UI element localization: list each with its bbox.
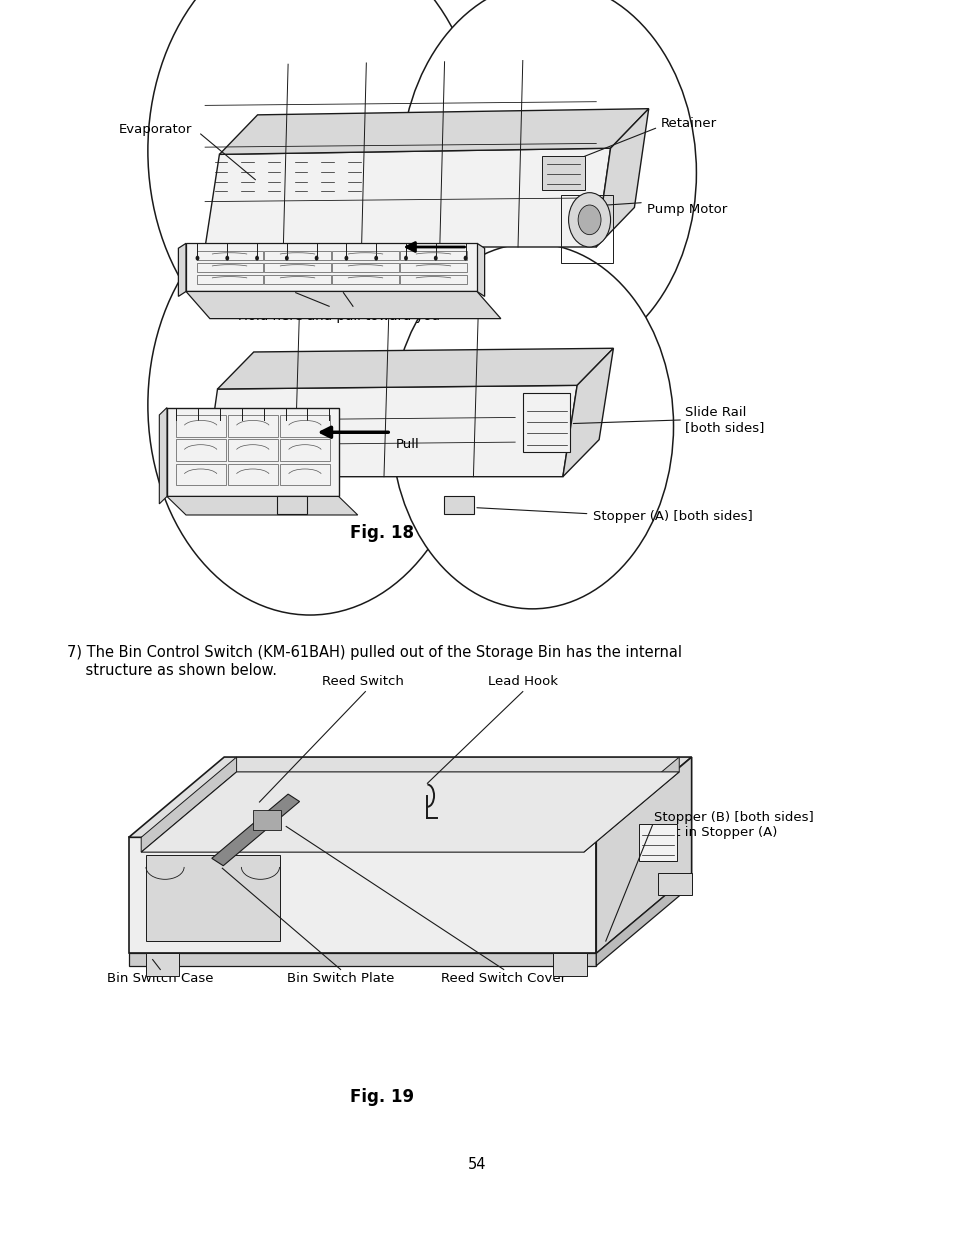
Bar — [279, 440, 330, 461]
Circle shape — [285, 256, 289, 261]
Polygon shape — [553, 953, 586, 976]
Polygon shape — [129, 837, 596, 953]
Circle shape — [148, 0, 481, 367]
Polygon shape — [658, 873, 691, 895]
Text: Slide Rail
[both sides]: Slide Rail [both sides] — [684, 406, 763, 433]
Bar — [264, 251, 330, 261]
Circle shape — [568, 193, 610, 247]
Circle shape — [344, 256, 348, 261]
Polygon shape — [276, 496, 307, 514]
Circle shape — [400, 0, 696, 364]
Bar — [196, 274, 262, 284]
Polygon shape — [159, 408, 167, 504]
Polygon shape — [219, 109, 648, 154]
Bar — [333, 263, 398, 272]
Text: Reed Switch: Reed Switch — [321, 674, 403, 688]
Bar — [228, 463, 277, 485]
Text: Pull: Pull — [395, 438, 419, 452]
Text: Pump Motor: Pump Motor — [646, 204, 726, 216]
Bar — [264, 263, 330, 272]
Polygon shape — [596, 873, 691, 966]
Text: Hold here and pull toward you: Hold here and pull toward you — [237, 310, 439, 324]
Bar — [541, 156, 584, 190]
Circle shape — [374, 256, 377, 261]
Circle shape — [314, 256, 318, 261]
Text: Reed Switch Cover: Reed Switch Cover — [440, 972, 566, 986]
Polygon shape — [596, 757, 691, 953]
Bar — [196, 263, 262, 272]
Polygon shape — [178, 243, 186, 296]
Bar — [639, 824, 677, 861]
Polygon shape — [596, 109, 648, 247]
Polygon shape — [129, 757, 691, 837]
Text: structure as shown below.: structure as shown below. — [67, 663, 276, 678]
Text: Fig. 18: Fig. 18 — [349, 524, 414, 542]
Bar — [253, 810, 281, 830]
Polygon shape — [583, 757, 679, 852]
Text: 54: 54 — [467, 1157, 486, 1172]
Polygon shape — [167, 496, 357, 515]
Polygon shape — [129, 953, 596, 966]
Bar — [175, 463, 226, 485]
Bar — [196, 251, 262, 261]
Polygon shape — [217, 348, 613, 389]
Polygon shape — [476, 243, 484, 296]
Bar — [175, 440, 226, 461]
Text: Bin Switch Plate: Bin Switch Plate — [287, 972, 394, 986]
Polygon shape — [205, 385, 577, 477]
Polygon shape — [167, 408, 338, 496]
Text: Lead Hook: Lead Hook — [487, 674, 558, 688]
Circle shape — [148, 195, 472, 615]
Bar — [279, 463, 330, 485]
Bar — [333, 274, 398, 284]
Polygon shape — [205, 148, 610, 247]
Bar — [400, 274, 466, 284]
Polygon shape — [443, 496, 474, 514]
Bar — [560, 195, 613, 263]
Text: 7) The Bin Control Switch (KM-61BAH) pulled out of the Storage Bin has the inter: 7) The Bin Control Switch (KM-61BAH) pul… — [67, 645, 681, 659]
Circle shape — [391, 243, 673, 609]
Polygon shape — [212, 794, 299, 866]
Polygon shape — [186, 291, 500, 319]
Bar — [228, 440, 277, 461]
Text: Retainer: Retainer — [660, 117, 717, 130]
Text: Stopper (B) [both sides]
* Fit in Stopper (A): Stopper (B) [both sides] * Fit in Stoppe… — [654, 811, 813, 839]
Bar — [279, 415, 330, 437]
Bar — [400, 263, 466, 272]
Text: Evaporator: Evaporator — [119, 124, 193, 136]
Text: Bin Switch Case: Bin Switch Case — [107, 972, 213, 986]
Circle shape — [225, 256, 229, 261]
Circle shape — [463, 256, 467, 261]
Bar — [333, 251, 398, 261]
Circle shape — [404, 256, 408, 261]
Polygon shape — [146, 855, 279, 941]
Bar — [522, 393, 570, 452]
Bar — [264, 274, 330, 284]
Text: Stopper (A) [both sides]: Stopper (A) [both sides] — [593, 510, 752, 522]
Bar — [175, 415, 226, 437]
Circle shape — [578, 205, 600, 235]
Polygon shape — [186, 243, 476, 291]
Circle shape — [195, 256, 199, 261]
Polygon shape — [141, 757, 236, 852]
Circle shape — [254, 256, 258, 261]
Circle shape — [434, 256, 437, 261]
Polygon shape — [146, 953, 179, 976]
Polygon shape — [141, 772, 679, 852]
Text: Fig. 19: Fig. 19 — [349, 1088, 414, 1105]
Polygon shape — [562, 348, 613, 477]
Bar — [400, 251, 466, 261]
Bar — [228, 415, 277, 437]
